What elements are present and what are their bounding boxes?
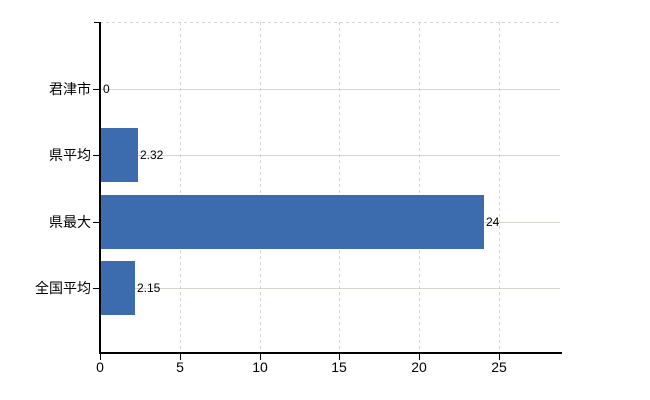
h-gridline [100,288,560,289]
x-tick-label: 15 [331,359,347,375]
x-axis-line [99,352,562,354]
value-label: 0 [103,82,110,96]
category-label: 全国平均 [35,280,91,296]
y-axis-tick [93,155,100,156]
y-axis-top-tick [94,22,100,23]
x-tick-label: 20 [411,359,427,375]
bar [101,261,135,315]
y-axis-tick [93,222,100,223]
h-gridline [100,155,560,156]
bar [101,128,138,182]
y-axis-tick [93,288,100,289]
category-label: 県最大 [49,214,91,230]
x-tick-label: 0 [96,359,104,375]
v-gridline [180,22,181,353]
value-label: 2.15 [137,281,161,295]
x-axis-tick [260,354,261,360]
y-axis-tick [93,89,100,90]
x-tick-label: 25 [491,359,507,375]
x-axis-tick [180,354,181,360]
v-gridline [339,22,340,353]
y-axis-line [99,22,101,353]
v-gridline [499,22,500,353]
x-tick-label: 10 [252,359,268,375]
category-label: 君津市 [49,81,91,97]
v-gridline [260,22,261,353]
value-label: 2.32 [140,148,164,162]
v-gridline [419,22,420,353]
x-axis-tick [100,354,101,360]
x-axis-tick [419,354,420,360]
bar [101,195,484,249]
x-axis-tick [499,354,500,360]
value-label: 24 [486,215,500,229]
x-tick-label: 5 [176,359,184,375]
category-label: 県平均 [49,147,91,163]
plot-top-border [100,22,560,23]
x-axis-tick [339,354,340,360]
h-gridline [100,89,560,90]
